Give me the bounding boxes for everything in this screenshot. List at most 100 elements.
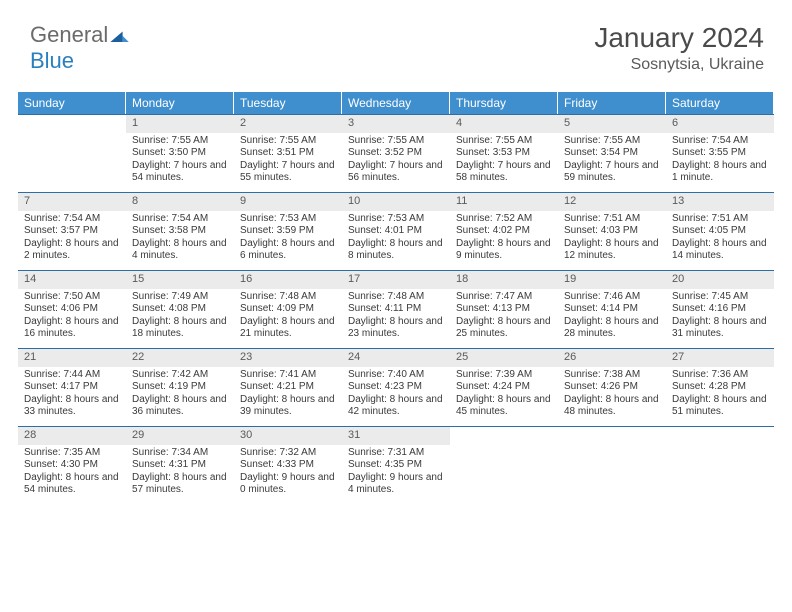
sunrise-line: Sunrise: 7:35 AM <box>24 447 120 460</box>
day-info: Sunrise: 7:45 AMSunset: 4:16 PMDaylight:… <box>666 289 774 345</box>
sunset-line: Sunset: 4:30 PM <box>24 459 120 472</box>
calendar-cell: 13Sunrise: 7:51 AMSunset: 4:05 PMDayligh… <box>666 192 774 270</box>
month-title: January 2024 <box>594 22 764 54</box>
sunrise-line: Sunrise: 7:34 AM <box>132 447 228 460</box>
day-info: Sunrise: 7:54 AMSunset: 3:55 PMDaylight:… <box>666 133 774 189</box>
day-header: Monday <box>126 92 234 114</box>
calendar-cell: 8Sunrise: 7:54 AMSunset: 3:58 PMDaylight… <box>126 192 234 270</box>
sunset-line: Sunset: 4:05 PM <box>672 225 768 238</box>
day-number: 25 <box>450 349 558 367</box>
daylight-line: Daylight: 9 hours and 4 minutes. <box>348 472 444 497</box>
calendar-cell: 6Sunrise: 7:54 AMSunset: 3:55 PMDaylight… <box>666 114 774 192</box>
daylight-line: Daylight: 8 hours and 28 minutes. <box>564 316 660 341</box>
daylight-line: Daylight: 8 hours and 6 minutes. <box>240 238 336 263</box>
calendar-cell: 2Sunrise: 7:55 AMSunset: 3:51 PMDaylight… <box>234 114 342 192</box>
sunrise-line: Sunrise: 7:41 AM <box>240 369 336 382</box>
calendar-cell: 28 Sunrise: 7:35 AMSunset: 4:30 PMDayligh… <box>18 426 126 504</box>
sunrise-line: Sunrise: 7:55 AM <box>240 135 336 148</box>
calendar-cell: 4Sunrise: 7:55 AMSunset: 3:53 PMDaylight… <box>450 114 558 192</box>
calendar-cell: 11Sunrise: 7:52 AMSunset: 4:02 PMDayligh… <box>450 192 558 270</box>
sunrise-line: Sunrise: 7:36 AM <box>672 369 768 382</box>
sunrise-line: Sunrise: 7:55 AM <box>564 135 660 148</box>
day-info: Sunrise: 7:49 AMSunset: 4:08 PMDaylight:… <box>126 289 234 345</box>
day-info: Sunrise: 7:51 AMSunset: 4:03 PMDaylight:… <box>558 211 666 267</box>
day-number: 5 <box>558 115 666 133</box>
sunset-line: Sunset: 4:02 PM <box>456 225 552 238</box>
day-info: Sunrise: 7:40 AMSunset: 4:23 PMDaylight:… <box>342 367 450 423</box>
sunset-line: Sunset: 3:57 PM <box>24 225 120 238</box>
sunset-line: Sunset: 4:17 PM <box>24 381 120 394</box>
day-number: 29 <box>126 427 234 445</box>
daylight-line: Daylight: 8 hours and 39 minutes. <box>240 394 336 419</box>
sunrise-line: Sunrise: 7:55 AM <box>456 135 552 148</box>
day-number: 24 <box>342 349 450 367</box>
daylight-line: Daylight: 8 hours and 4 minutes. <box>132 238 228 263</box>
sunset-line: Sunset: 4:26 PM <box>564 381 660 394</box>
day-header: Sunday <box>18 92 126 114</box>
calendar-cell: 19Sunrise: 7:46 AMSunset: 4:14 PMDayligh… <box>558 270 666 348</box>
sunset-line: Sunset: 4:03 PM <box>564 225 660 238</box>
sunrise-line: Sunrise: 7:32 AM <box>240 447 336 460</box>
day-header: Friday <box>558 92 666 114</box>
day-number: 8 <box>126 193 234 211</box>
daylight-line: Daylight: 8 hours and 18 minutes. <box>132 316 228 341</box>
calendar-cell <box>450 426 558 504</box>
day-number: 19 <box>558 271 666 289</box>
calendar-cell: 22Sunrise: 7:42 AMSunset: 4:19 PMDayligh… <box>126 348 234 426</box>
sunrise-line: Sunrise: 7:31 AM <box>348 447 444 460</box>
sunrise-line: Sunrise: 7:48 AM <box>240 291 336 304</box>
calendar-cell: 27Sunrise: 7:36 AMSunset: 4:28 PMDayligh… <box>666 348 774 426</box>
day-number: 28 <box>18 427 126 445</box>
day-info: Sunrise: 7:53 AMSunset: 3:59 PMDaylight:… <box>234 211 342 267</box>
daylight-line: Daylight: 8 hours and 33 minutes. <box>24 394 120 419</box>
day-number: 2 <box>234 115 342 133</box>
calendar-cell: 14Sunrise: 7:50 AMSunset: 4:06 PMDayligh… <box>18 270 126 348</box>
day-header: Wednesday <box>342 92 450 114</box>
title-block: January 2024 Sosnytsia, Ukraine <box>594 22 774 74</box>
sunrise-line: Sunrise: 7:54 AM <box>672 135 768 148</box>
day-info: Sunrise: 7:38 AMSunset: 4:26 PMDaylight:… <box>558 367 666 423</box>
sunset-line: Sunset: 4:28 PM <box>672 381 768 394</box>
day-number: 22 <box>126 349 234 367</box>
day-header: Saturday <box>666 92 774 114</box>
day-number: 17 <box>342 271 450 289</box>
daylight-line: Daylight: 8 hours and 54 minutes. <box>24 472 120 497</box>
day-number: 12 <box>558 193 666 211</box>
calendar-cell: 3Sunrise: 7:55 AMSunset: 3:52 PMDaylight… <box>342 114 450 192</box>
sunrise-line: Sunrise: 7:48 AM <box>348 291 444 304</box>
calendar-cell: 17Sunrise: 7:48 AMSunset: 4:11 PMDayligh… <box>342 270 450 348</box>
day-number: 4 <box>450 115 558 133</box>
sunset-line: Sunset: 3:54 PM <box>564 147 660 160</box>
sunrise-line: Sunrise: 7:49 AM <box>132 291 228 304</box>
calendar-cell <box>558 426 666 504</box>
daylight-line: Daylight: 8 hours and 21 minutes. <box>240 316 336 341</box>
sunset-line: Sunset: 4:14 PM <box>564 303 660 316</box>
daylight-line: Daylight: 8 hours and 36 minutes. <box>132 394 228 419</box>
day-info: Sunrise: 7:36 AMSunset: 4:28 PMDaylight:… <box>666 367 774 423</box>
sunrise-line: Sunrise: 7:54 AM <box>132 213 228 226</box>
day-info: Sunrise: 7:48 AMSunset: 4:11 PMDaylight:… <box>342 289 450 345</box>
calendar-cell: 7Sunrise: 7:54 AMSunset: 3:57 PMDaylight… <box>18 192 126 270</box>
day-info: Sunrise: 7:55 AMSunset: 3:53 PMDaylight:… <box>450 133 558 189</box>
day-number: 27 <box>666 349 774 367</box>
day-info: Sunrise: 7:55 AMSunset: 3:54 PMDaylight:… <box>558 133 666 189</box>
sunrise-line: Sunrise: 7:55 AM <box>348 135 444 148</box>
day-number: 20 <box>666 271 774 289</box>
calendar-cell: 15Sunrise: 7:49 AMSunset: 4:08 PMDayligh… <box>126 270 234 348</box>
daylight-line: Daylight: 8 hours and 1 minute. <box>672 160 768 185</box>
sunrise-line: Sunrise: 7:51 AM <box>672 213 768 226</box>
calendar-cell <box>18 114 126 192</box>
calendar-cell: 26Sunrise: 7:38 AMSunset: 4:26 PMDayligh… <box>558 348 666 426</box>
calendar-cell: 25Sunrise: 7:39 AMSunset: 4:24 PMDayligh… <box>450 348 558 426</box>
day-number: 1 <box>126 115 234 133</box>
daylight-line: Daylight: 8 hours and 9 minutes. <box>456 238 552 263</box>
day-info: Sunrise: 7:48 AMSunset: 4:09 PMDaylight:… <box>234 289 342 345</box>
day-header: Thursday <box>450 92 558 114</box>
day-header: Tuesday <box>234 92 342 114</box>
sunrise-line: Sunrise: 7:38 AM <box>564 369 660 382</box>
sunset-line: Sunset: 4:33 PM <box>240 459 336 472</box>
sunset-line: Sunset: 3:53 PM <box>456 147 552 160</box>
calendar-cell: 29Sunrise: 7:34 AMSunset: 4:31 PMDayligh… <box>126 426 234 504</box>
sunset-line: Sunset: 4:19 PM <box>132 381 228 394</box>
daylight-line: Daylight: 8 hours and 14 minutes. <box>672 238 768 263</box>
